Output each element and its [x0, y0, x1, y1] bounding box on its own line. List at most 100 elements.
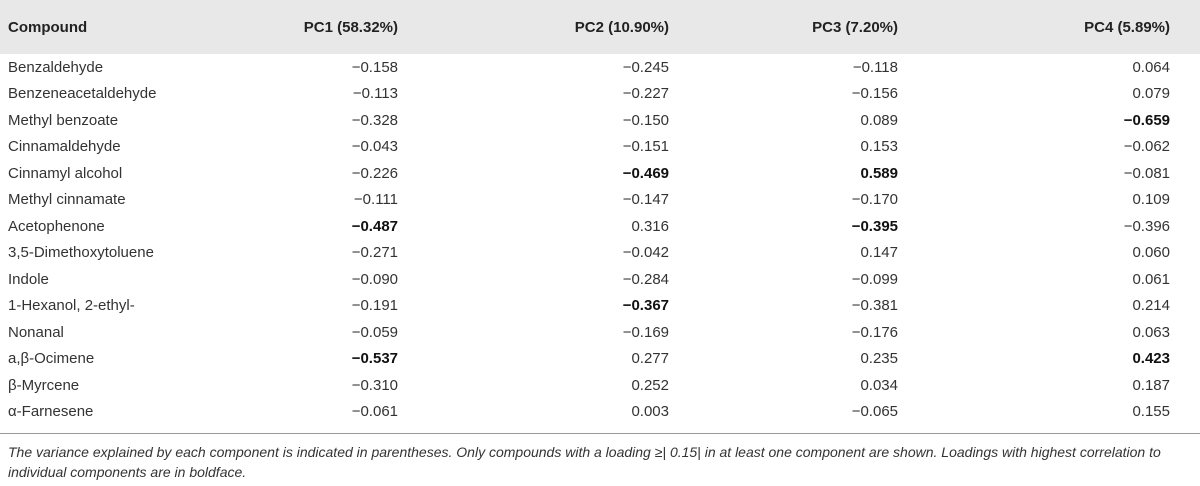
pc2-loading-cell: 0.252: [428, 372, 689, 399]
table-row: a,β-Ocimene −0.537 0.277 0.235 0.423: [0, 346, 1200, 373]
pc4-loading-cell: 0.109: [919, 187, 1200, 214]
compound-name-cell: Benzaldehyde: [8, 58, 104, 76]
loading-value: 0.147: [860, 244, 898, 262]
loading-value: −0.150: [622, 111, 669, 129]
pc1-loading-cell: −0.487: [210, 213, 428, 240]
table-row: Cinnamyl alcohol −0.226 −0.469 0.589 −0.081: [0, 160, 1200, 187]
pc1-loading-cell: −0.271: [210, 240, 428, 267]
pc1-loading-cell: −0.537: [210, 346, 428, 373]
compound-name-cell: α-Farnesene: [8, 403, 94, 421]
pc1-loading-cell: −0.310: [210, 372, 428, 399]
pc4-loading-cell: 0.063: [919, 319, 1200, 346]
compound-name-cell: Benzeneacetaldehyde: [8, 85, 157, 103]
table-row: 3,5-Dimethoxytoluene −0.271 −0.042 0.147 0.0…: [0, 240, 1200, 267]
pc2-loading-cell: −0.367: [428, 293, 689, 320]
pc4-loading-cell: 0.155: [919, 399, 1200, 426]
table-row: Acetophenone −0.487 0.316 −0.395 −0.396: [0, 213, 1200, 240]
table-row: Cinnamaldehyde −0.043 −0.151 0.153 −0.062: [0, 134, 1200, 161]
compound-name-cell: Methyl cinnamate: [8, 191, 126, 209]
pc2-loading-cell: 0.277: [428, 346, 689, 373]
loading-value: −0.487: [351, 217, 398, 235]
pc4-loading-cell: 0.064: [919, 54, 1200, 81]
table-bottom-rule: [0, 433, 1200, 434]
table-row: Nonanal −0.059 −0.169 −0.176 0.063: [0, 319, 1200, 346]
loading-value: −0.395: [851, 217, 898, 235]
loading-value: 0.109: [1132, 191, 1170, 209]
pc2-loading-cell: −0.169: [428, 319, 689, 346]
pc1-loading-cell: −0.090: [210, 266, 428, 293]
table-footnote: The variance explained by each component…: [8, 444, 1161, 480]
pc1-loading-cell: −0.059: [210, 319, 428, 346]
compound-name-cell: Indole: [8, 270, 49, 288]
pc1-loading-cell: −0.113: [210, 81, 428, 108]
header-pc4: PC4 (5.89%): [1084, 18, 1170, 36]
pc3-loading-cell: −0.065: [689, 399, 919, 426]
table-row: Benzaldehyde −0.158 −0.245 −0.118 0.064: [0, 54, 1200, 81]
table-row: β-Myrcene −0.310 0.252 0.034 0.187: [0, 372, 1200, 399]
pc4-loading-cell: 0.061: [919, 266, 1200, 293]
loading-value: 0.423: [1132, 350, 1170, 368]
loading-value: 0.034: [860, 376, 898, 394]
loading-value: −0.111: [353, 191, 398, 209]
pc3-loading-cell: −0.118: [689, 54, 919, 81]
loading-value: −0.062: [1123, 138, 1170, 156]
pc4-loading-cell: −0.396: [919, 213, 1200, 240]
pc3-loading-cell: −0.381: [689, 293, 919, 320]
compound-name-cell: Cinnamyl alcohol: [8, 164, 123, 182]
pc2-loading-cell: −0.245: [428, 54, 689, 81]
pc2-loading-cell: −0.469: [428, 160, 689, 187]
pc2-loading-cell: −0.150: [428, 107, 689, 134]
pc4-loading-cell: −0.659: [919, 107, 1200, 134]
header-pc2: PC2 (10.90%): [574, 18, 669, 36]
loading-value: −0.367: [622, 297, 669, 315]
loading-value: −0.059: [351, 323, 398, 341]
loading-value: −0.659: [1123, 111, 1170, 129]
loading-value: 0.235: [860, 350, 898, 368]
pc4-loading-cell: −0.081: [919, 160, 1200, 187]
loading-value: −0.099: [851, 270, 898, 288]
pc4-loading-cell: 0.423: [919, 346, 1200, 373]
pc3-loading-cell: −0.099: [689, 266, 919, 293]
loading-value: 0.589: [860, 164, 898, 182]
loading-value: −0.396: [1123, 217, 1170, 235]
pc1-loading-cell: −0.158: [210, 54, 428, 81]
loading-value: −0.147: [622, 191, 669, 209]
pc2-loading-cell: −0.147: [428, 187, 689, 214]
pc2-loading-cell: 0.316: [428, 213, 689, 240]
loading-value: −0.081: [1123, 164, 1170, 182]
table-row: 1-Hexanol, 2-ethyl- −0.191 −0.367 −0.381 0.2…: [0, 293, 1200, 320]
loading-value: −0.118: [852, 58, 898, 76]
loading-value: −0.113: [352, 85, 398, 103]
table-row: Indole −0.090 −0.284 −0.099 0.061: [0, 266, 1200, 293]
loading-value: −0.245: [622, 58, 669, 76]
loading-value: −0.042: [622, 244, 669, 262]
pc2-loading-cell: −0.042: [428, 240, 689, 267]
loading-value: −0.310: [351, 376, 398, 394]
pc1-loading-cell: −0.191: [210, 293, 428, 320]
pc1-loading-cell: −0.226: [210, 160, 428, 187]
compound-name-cell: β-Myrcene: [8, 376, 80, 394]
loading-value: 0.316: [631, 217, 669, 235]
pc4-loading-cell: 0.079: [919, 81, 1200, 108]
loading-value: −0.469: [622, 164, 669, 182]
loading-value: 0.003: [631, 403, 669, 421]
loading-value: −0.191: [351, 297, 398, 315]
pc1-loading-cell: −0.328: [210, 107, 428, 134]
pc2-loading-cell: 0.003: [428, 399, 689, 426]
loading-value: 0.063: [1132, 323, 1170, 341]
pc3-loading-cell: −0.176: [689, 319, 919, 346]
loading-value: −0.226: [351, 164, 398, 182]
loading-value: −0.381: [851, 297, 898, 315]
loading-value: −0.158: [351, 58, 398, 76]
loading-value: 0.060: [1132, 244, 1170, 262]
compound-name-cell: 1-Hexanol, 2-ethyl-: [8, 297, 135, 315]
pc3-loading-cell: −0.170: [689, 187, 919, 214]
compound-name-cell: Nonanal: [8, 323, 64, 341]
loading-value: 0.061: [1132, 270, 1170, 288]
pc4-loading-cell: 0.187: [919, 372, 1200, 399]
loading-value: 0.064: [1132, 58, 1170, 76]
compound-name-cell: a,β-Ocimene: [8, 350, 95, 368]
loading-value: −0.176: [851, 323, 898, 341]
table-row: α-Farnesene −0.061 0.003 −0.065 0.155: [0, 399, 1200, 426]
